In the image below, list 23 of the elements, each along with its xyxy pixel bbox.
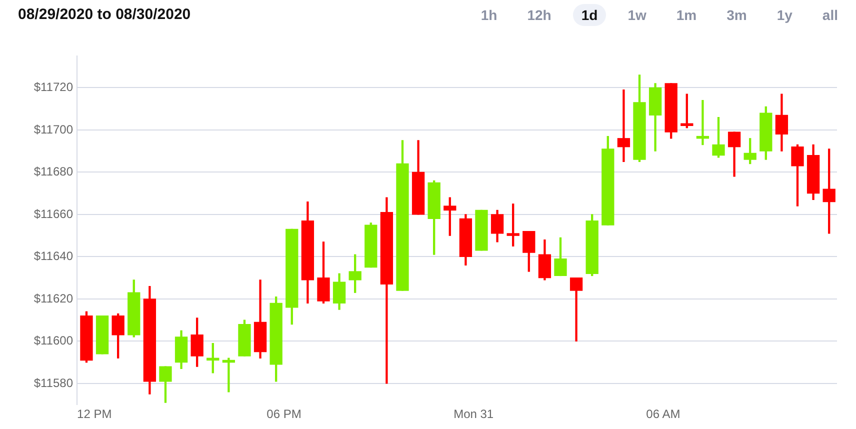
text: 1d bbox=[573, 4, 606, 26]
y-tick-label: $11700 bbox=[34, 122, 74, 136]
text: 1h bbox=[480, 6, 498, 25]
y-tick-label: $11640 bbox=[34, 249, 74, 264]
text: 1m bbox=[675, 6, 698, 25]
text: all bbox=[821, 6, 839, 25]
x-tick-label: Mon 31 bbox=[454, 407, 494, 422]
candlestick bbox=[617, 89, 630, 162]
text: 1w bbox=[626, 6, 648, 25]
text: 3m bbox=[726, 6, 748, 25]
chart-title: 08/29/2020 to 08/30/2020 bbox=[18, 6, 191, 23]
y-tick-label: $11580 bbox=[34, 376, 74, 390]
y-tick-label: $11680 bbox=[34, 164, 74, 179]
x-tick-label: 06 PM bbox=[266, 407, 302, 422]
candlestick bbox=[570, 278, 583, 342]
y-tick-label: $11620 bbox=[34, 291, 74, 306]
y-tick-label: $11720 bbox=[34, 80, 74, 94]
y-tick-label: $11600 bbox=[34, 334, 74, 348]
x-tick-label: 06 AM bbox=[646, 407, 680, 422]
text: 1y bbox=[776, 6, 794, 25]
x-tick-label: 12 PM bbox=[77, 407, 112, 422]
y-tick-label: $11660 bbox=[34, 206, 74, 221]
text: 12h bbox=[526, 6, 552, 25]
